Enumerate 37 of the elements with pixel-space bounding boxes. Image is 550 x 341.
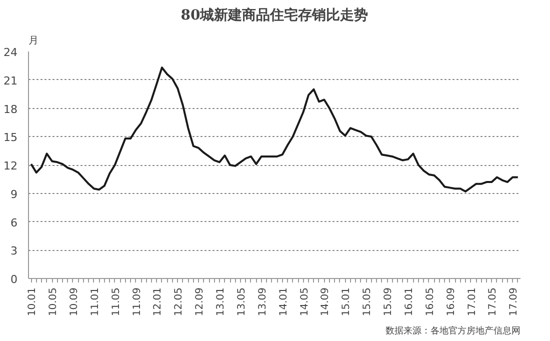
x-tick-label: 15.09 [383, 287, 394, 316]
y-tick-label: 15 [4, 131, 18, 144]
x-tick-label: 17.05 [488, 287, 499, 316]
x-tick-label: 15.05 [362, 287, 374, 316]
x-tick-label: 11.09 [132, 287, 143, 316]
y-tick-label: 21 [4, 74, 18, 88]
x-tick-label: 13.05 [236, 287, 248, 316]
x-tick-label: 10.01 [27, 287, 38, 316]
y-tick-label: 0 [10, 273, 18, 286]
x-tick-label: 12.01 [152, 287, 164, 316]
x-tick-label: 11.05 [110, 287, 122, 316]
y-axis-title: 月 [28, 36, 38, 46]
line-series [30, 66, 519, 192]
y-tick-label: 9 [10, 188, 18, 201]
x-tick-label: 13.09 [257, 287, 268, 316]
x-tick-label: 14.01 [278, 287, 290, 316]
y-tick-label: 24 [4, 46, 18, 59]
y-tick-label: 12 [4, 160, 18, 172]
y-tick-label: 6 [10, 216, 18, 230]
chart-title: 80城新建商品住宅存销比走势 [180, 6, 368, 24]
x-tick-label: 10.05 [48, 287, 60, 316]
x-tick-label: 12.05 [174, 287, 185, 316]
x-tick-label: 16.09 [446, 287, 457, 316]
x-tick-label: 14.05 [299, 287, 310, 316]
x-tick-label: 11.01 [90, 287, 101, 316]
x-tick-label: 15.01 [341, 287, 352, 316]
x-tick-label: 16.01 [404, 287, 415, 316]
x-tick-label: 17.09 [508, 287, 520, 316]
x-tick-label: 17.01 [466, 287, 478, 316]
x-tick-label: 14.09 [320, 287, 332, 316]
x-tick-label: 12.09 [194, 287, 206, 316]
y-tick-label: 18 [4, 102, 18, 116]
x-tick-label: 16.05 [424, 287, 436, 316]
x-tick-label: 13.01 [216, 287, 227, 316]
y-tick-label: 3 [10, 244, 18, 258]
x-tick-label: 10.09 [68, 287, 80, 316]
source-note: 数据来源：各地官方房地产信息网 [386, 326, 520, 336]
